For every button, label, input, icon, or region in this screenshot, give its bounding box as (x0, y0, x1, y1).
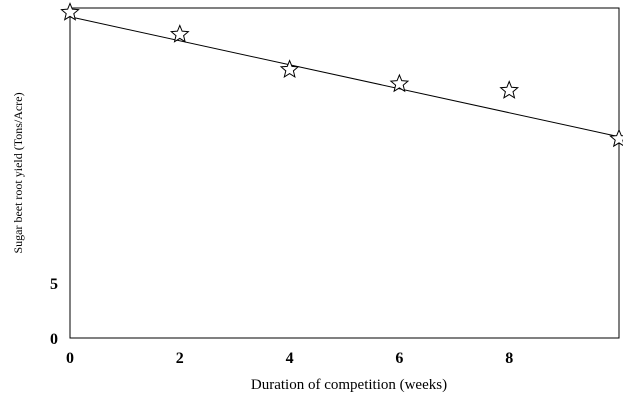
y-axis-label: Sugar beet root yield (Tons/Acre) (11, 92, 25, 253)
y-tick-label: 0 (50, 331, 58, 348)
x-tick-labels: 0 2 4 6 8 (66, 350, 513, 367)
data-points (60, 2, 623, 148)
data-point (499, 80, 520, 99)
plot-frame (69, 7, 620, 339)
y-tick-labels: 05 (50, 276, 58, 348)
x-tick-label: 4 (286, 350, 294, 367)
x-tick-label: 2 (176, 350, 184, 367)
data-point (389, 73, 410, 93)
trend-line (69, 16, 620, 138)
data-point (169, 24, 190, 43)
x-tick-label: 6 (395, 350, 403, 367)
x-tick-label: 8 (505, 350, 513, 367)
x-tick-label: 0 (66, 350, 74, 367)
x-axis-label: Duration of competition (weeks) (251, 377, 447, 393)
data-point (609, 128, 623, 148)
y-tick-label: 5 (50, 276, 58, 293)
data-point (60, 2, 80, 21)
data-point (279, 59, 300, 78)
